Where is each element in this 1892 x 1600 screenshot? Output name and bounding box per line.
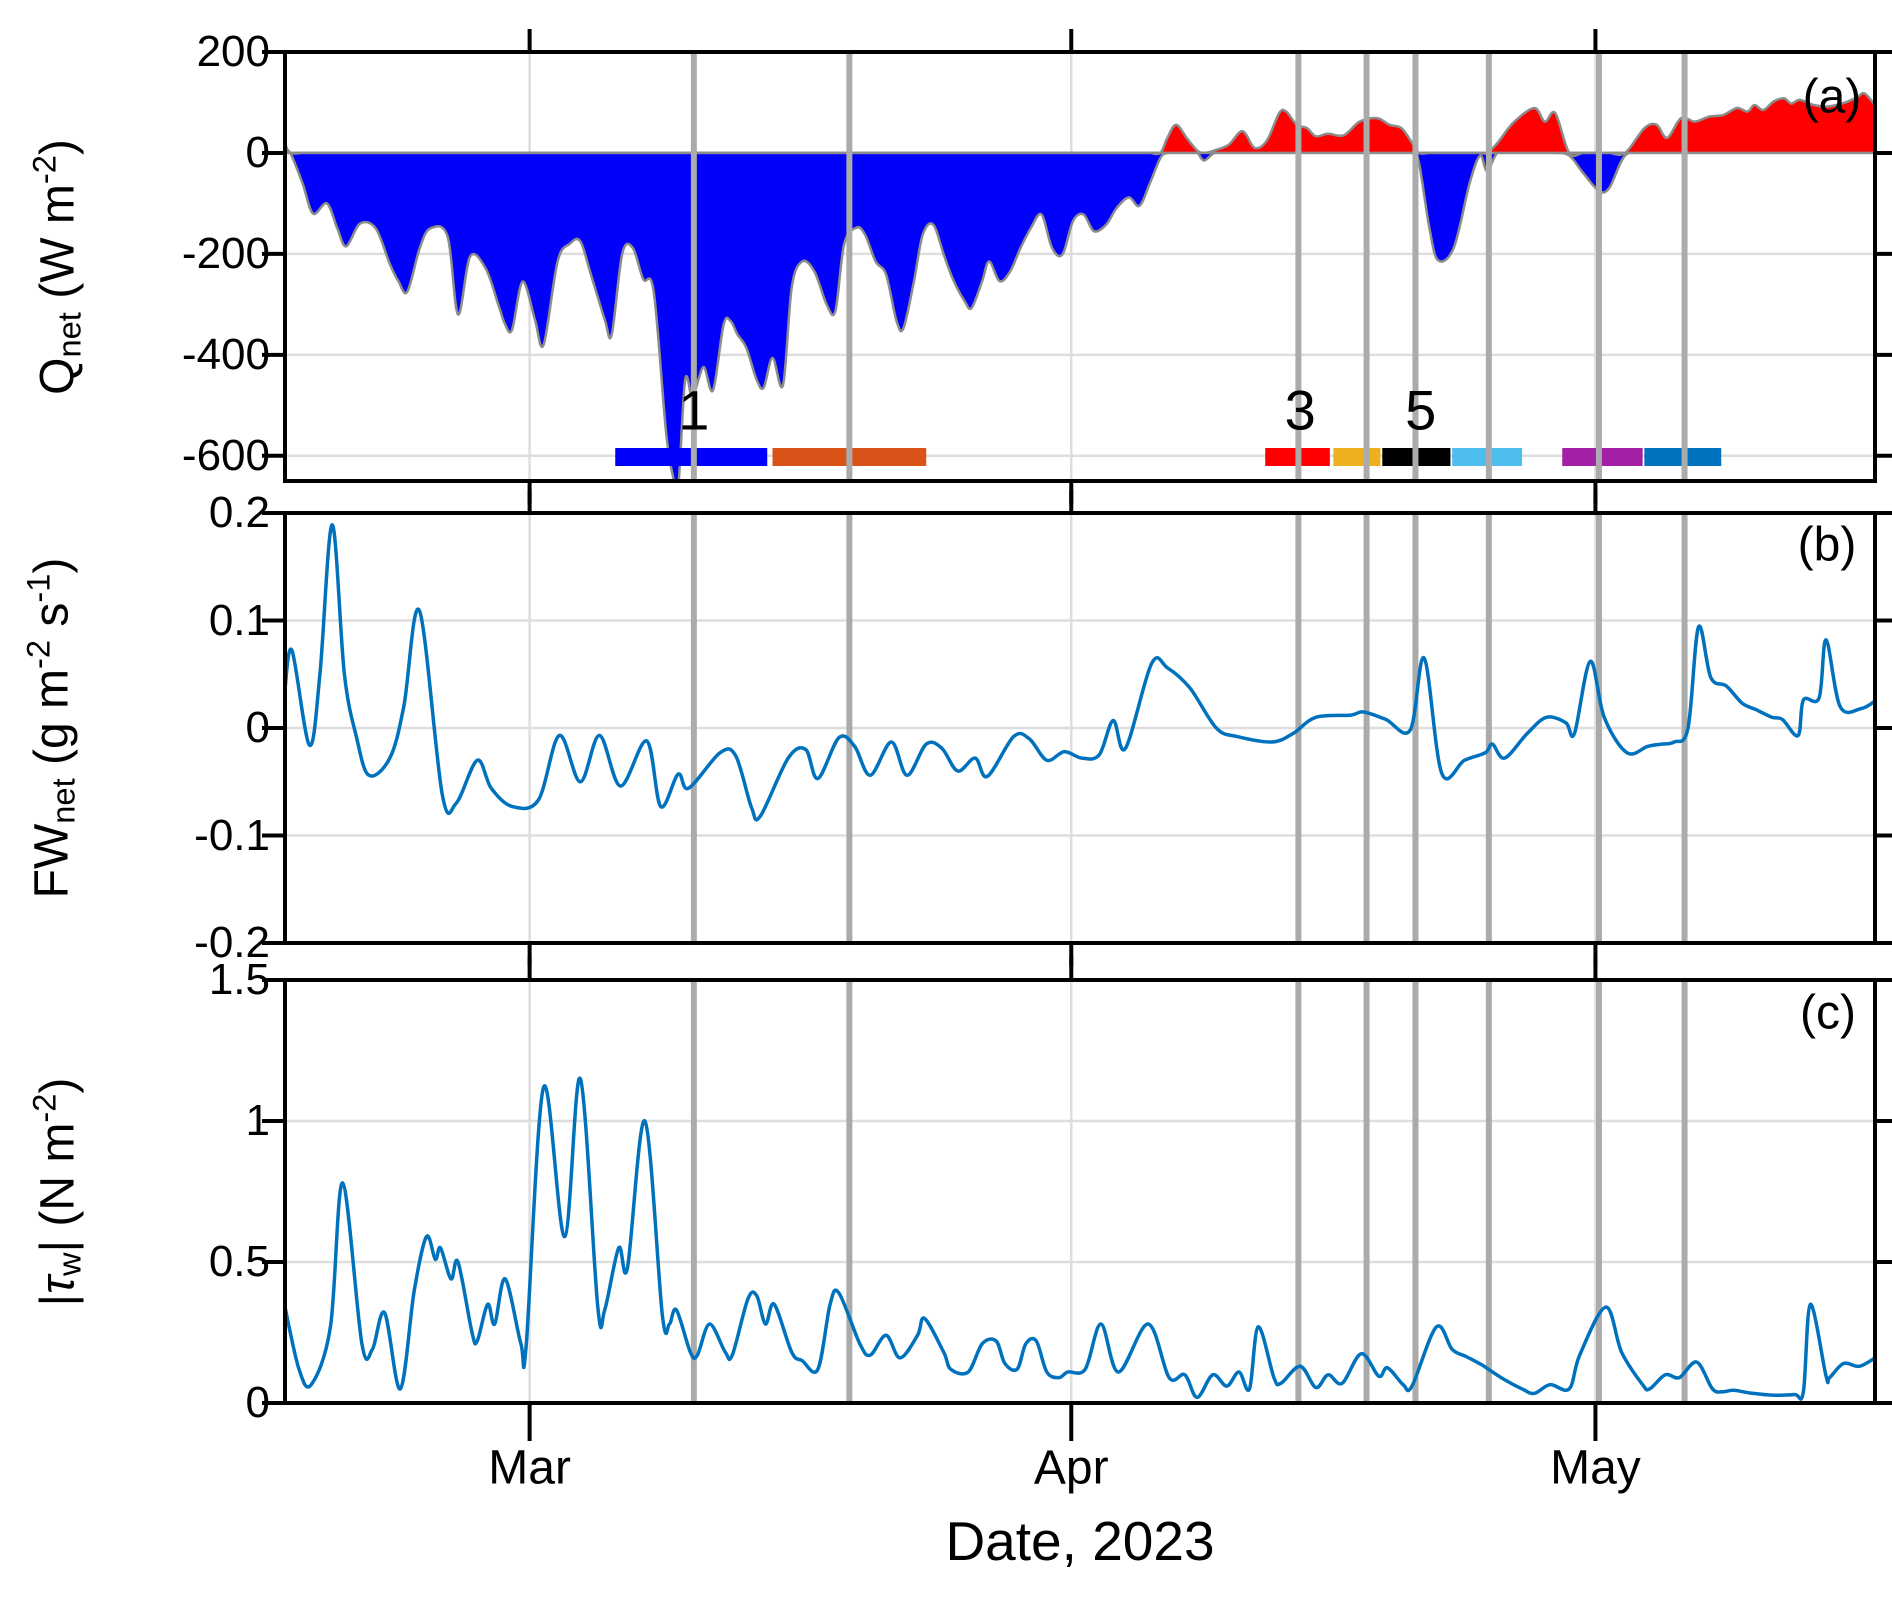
label-part: | <box>31 1293 85 1307</box>
segment-number-5: 5 <box>1405 378 1437 442</box>
y-axis-label-qnet: Qnet (W m-2) <box>26 139 88 395</box>
ytick-label-b-0.1: 0.1 <box>208 595 270 645</box>
ytick-label-a--200: -200 <box>181 228 270 278</box>
label-part: (W m <box>31 184 85 313</box>
x-axis-label: Date, 2023 <box>945 1510 1215 1572</box>
label-part: (g m <box>25 669 79 779</box>
label-part: ) <box>31 1077 85 1094</box>
ytick-label-a-200: 200 <box>196 27 270 76</box>
label-part: -2 <box>19 640 57 670</box>
tau_w-line <box>286 1076 1874 1401</box>
label-part: | (N m <box>31 1122 85 1253</box>
ytick-label-c-0.5: 0.5 <box>208 1237 270 1286</box>
deployment-bar-7 <box>1562 448 1643 466</box>
label-part: w <box>50 1252 88 1276</box>
ytick-label-b--0.1: -0.1 <box>194 810 270 860</box>
month-label-may: May <box>1550 1441 1641 1495</box>
ytick-label-b-0.2: 0.2 <box>208 488 270 537</box>
ytick-label-a-0: 0 <box>245 127 270 177</box>
label-part: Q <box>31 357 85 395</box>
ytick-label-a--400: -400 <box>181 329 270 379</box>
ytick-label-c-0: 0 <box>245 1378 270 1427</box>
label-part: FW <box>25 823 79 899</box>
ytick-label-b--0.2: -0.2 <box>194 918 270 967</box>
ytick-label-a--600: -600 <box>181 430 270 480</box>
deployment-bar-4 <box>1333 448 1381 466</box>
label-part: -2 <box>25 155 63 185</box>
panel-letter-b: (b) <box>1797 518 1857 572</box>
segment-number-3: 3 <box>1284 378 1316 442</box>
ytick-label-c-1.5: 1.5 <box>208 955 270 1004</box>
qnet-area-positive <box>286 91 1874 158</box>
y-axis-label-fwnet: FWnet (g m-2 s-1) <box>20 557 82 899</box>
label-part: ) <box>25 557 79 574</box>
label-part: ) <box>31 139 85 156</box>
month-label-mar: Mar <box>488 1441 571 1495</box>
panel-b-content <box>286 514 1874 942</box>
qnet-area-negative <box>286 149 1874 480</box>
panel-c-frame <box>283 978 1877 1405</box>
segment-number-1: 1 <box>678 378 710 442</box>
panel-a-frame <box>283 50 1877 483</box>
label-part: s <box>25 602 79 640</box>
panel-letter-c: (c) <box>1800 986 1856 1040</box>
ytick-label-c-1: 1 <box>245 1096 270 1145</box>
label-part: -1 <box>19 573 57 603</box>
y-axis-label-tau: |τw| (N m-2) <box>26 1077 88 1307</box>
panel-c-content <box>286 981 1874 1402</box>
month-label-apr: Apr <box>1033 1441 1109 1495</box>
label-part: -2 <box>25 1093 63 1123</box>
FWnet-line <box>286 523 1874 822</box>
label-part: net <box>44 778 82 824</box>
panel-letter-a: (a) <box>1802 70 1862 124</box>
label-part: τ <box>31 1275 85 1294</box>
ytick-label-b-0: 0 <box>245 703 270 752</box>
panel-a-content <box>286 53 1874 480</box>
label-part: net <box>50 312 88 358</box>
